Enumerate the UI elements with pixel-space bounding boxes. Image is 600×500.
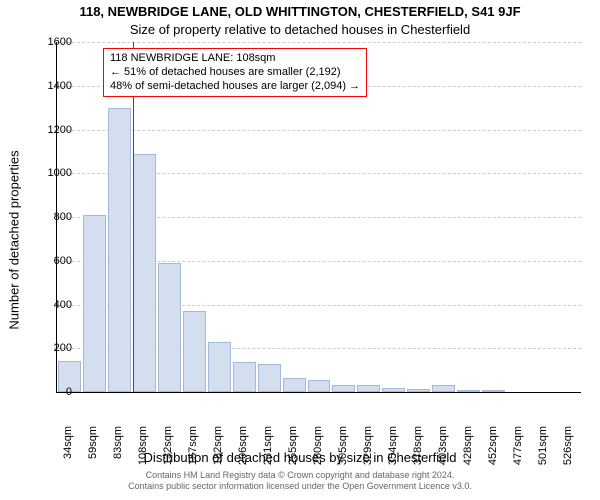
histogram-bar <box>208 342 231 392</box>
address-title: 118, NEWBRIDGE LANE, OLD WHITTINGTON, CH… <box>0 4 600 19</box>
histogram-bar <box>357 385 380 392</box>
x-axis-label: Distribution of detached houses by size … <box>0 450 600 465</box>
histogram-bar <box>283 378 306 392</box>
y-tick-label: 0 <box>32 386 72 398</box>
footer-line-1: Contains HM Land Registry data © Crown c… <box>0 470 600 481</box>
chart-subtitle: Size of property relative to detached ho… <box>0 22 600 37</box>
annotation-box: 118 NEWBRIDGE LANE: 108sqm ← 51% of deta… <box>103 48 367 97</box>
annotation-line-3: 48% of semi-detached houses are larger (… <box>110 80 360 94</box>
histogram-bar <box>158 263 181 392</box>
y-tick-label: 1000 <box>32 167 72 179</box>
plot-area: 118 NEWBRIDGE LANE: 108sqm ← 51% of deta… <box>56 42 581 393</box>
histogram-bar <box>407 389 430 392</box>
y-tick-label: 200 <box>32 342 72 354</box>
histogram-bar <box>382 388 405 392</box>
y-tick-label: 600 <box>32 255 72 267</box>
y-tick-label: 1400 <box>32 80 72 92</box>
histogram-bar <box>308 380 331 392</box>
histogram-bar <box>83 215 106 392</box>
histogram-bar <box>332 385 355 392</box>
histogram-bar <box>457 390 480 392</box>
histogram-bar <box>258 364 281 392</box>
annotation-line-1: 118 NEWBRIDGE LANE: 108sqm <box>110 52 360 66</box>
gridline <box>57 42 581 43</box>
histogram-bar <box>133 154 156 392</box>
y-tick-label: 1200 <box>32 124 72 136</box>
histogram-bar <box>432 385 455 392</box>
gridline <box>57 130 581 131</box>
histogram-bar <box>233 362 256 392</box>
y-tick-label: 800 <box>32 211 72 223</box>
chart-container: 118, NEWBRIDGE LANE, OLD WHITTINGTON, CH… <box>0 0 600 500</box>
histogram-bar <box>482 390 505 392</box>
histogram-bar <box>108 108 131 392</box>
y-tick-label: 1600 <box>32 36 72 48</box>
footer-line-2: Contains public sector information licen… <box>0 481 600 492</box>
annotation-line-2: ← 51% of detached houses are smaller (2,… <box>110 66 360 80</box>
footer-attribution: Contains HM Land Registry data © Crown c… <box>0 470 600 492</box>
y-axis-label: Number of detached properties <box>7 40 22 440</box>
histogram-bar <box>183 311 206 392</box>
y-tick-label: 400 <box>32 299 72 311</box>
